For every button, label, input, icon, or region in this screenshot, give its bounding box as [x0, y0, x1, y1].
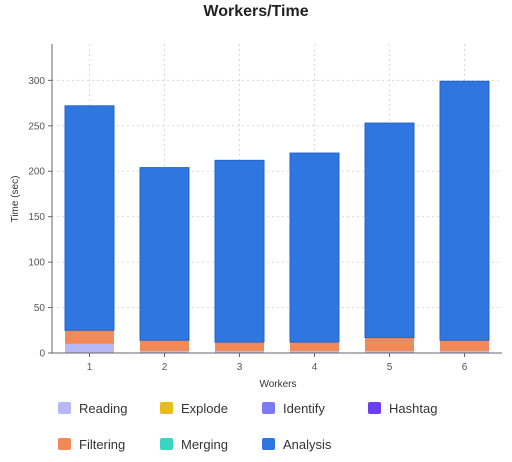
legend: Reading Explode Identify Hashtag Filtering Me… — [58, 401, 437, 452]
legend-item-analysis[interactable]: Analysis — [262, 437, 332, 452]
bar-reading-2 — [140, 351, 189, 353]
legend-swatch — [58, 438, 71, 450]
bar-reading-6 — [440, 351, 489, 353]
x-tick-label: 3 — [237, 362, 243, 373]
y-tick-label: 150 — [28, 212, 45, 223]
bar-filtering-3 — [215, 342, 264, 352]
y-tick-labels: 0 50 100 150 200 250 300 — [28, 76, 45, 360]
y-tick-label: 300 — [28, 76, 45, 87]
gridlines — [52, 44, 502, 353]
bar-reading-1 — [65, 343, 114, 353]
legend-swatch — [160, 438, 173, 450]
axes — [48, 44, 502, 357]
legend-label: Hashtag — [389, 401, 437, 416]
bar-reading-4 — [290, 351, 339, 353]
y-tick-label: 100 — [28, 258, 45, 269]
x-tick-label: 6 — [462, 362, 468, 373]
bar-filtering-6 — [440, 340, 489, 352]
x-tick-label: 1 — [87, 362, 93, 373]
legend-item-filtering[interactable]: Filtering — [58, 437, 125, 452]
legend-item-explode[interactable]: Explode — [160, 401, 228, 416]
y-tick-label: 0 — [39, 349, 45, 360]
y-tick-label: 250 — [28, 121, 45, 132]
bar-analysis-2 — [139, 167, 190, 341]
legend-swatch — [262, 402, 275, 414]
x-axis-label: Workers — [259, 379, 296, 390]
legend-item-reading[interactable]: Reading — [58, 401, 127, 416]
x-tick-label: 2 — [162, 362, 168, 373]
bar-analysis-4 — [289, 152, 340, 343]
bar-analysis-6 — [439, 80, 490, 341]
x-tick-label: 4 — [312, 362, 318, 373]
legend-swatch — [160, 402, 173, 414]
y-tick-label: 50 — [34, 303, 46, 314]
bar-filtering-5 — [365, 337, 414, 352]
legend-label: Identify — [283, 401, 325, 416]
bar-reading-5 — [365, 351, 414, 353]
legend-swatch — [262, 438, 275, 450]
legend-label: Merging — [181, 437, 228, 452]
legend-label: Reading — [79, 401, 127, 416]
legend-item-merging[interactable]: Merging — [160, 437, 228, 452]
x-tick-label: 5 — [387, 362, 393, 373]
bar-reading-3 — [215, 351, 264, 353]
legend-label: Explode — [181, 401, 228, 416]
legend-label: Analysis — [283, 437, 332, 452]
legend-swatch — [58, 402, 71, 414]
bar-filtering-1 — [65, 330, 114, 344]
bar-analysis-1 — [64, 105, 115, 331]
legend-item-hashtag[interactable]: Hashtag — [368, 401, 437, 416]
chart-title: Workers/Time — [203, 3, 308, 20]
y-tick-label: 200 — [28, 167, 45, 178]
y-axis-label: Time (sec) — [10, 176, 21, 223]
bar-analysis-3 — [214, 159, 265, 343]
legend-item-identify[interactable]: Identify — [262, 401, 325, 416]
legend-label: Filtering — [79, 437, 125, 452]
bar-analysis-5 — [364, 122, 415, 339]
legend-swatch — [368, 402, 381, 414]
bar-filtering-2 — [140, 340, 189, 352]
bar-filtering-4 — [290, 342, 339, 352]
x-tick-labels: 1 2 3 4 5 6 — [87, 362, 468, 373]
bars — [64, 80, 490, 353]
